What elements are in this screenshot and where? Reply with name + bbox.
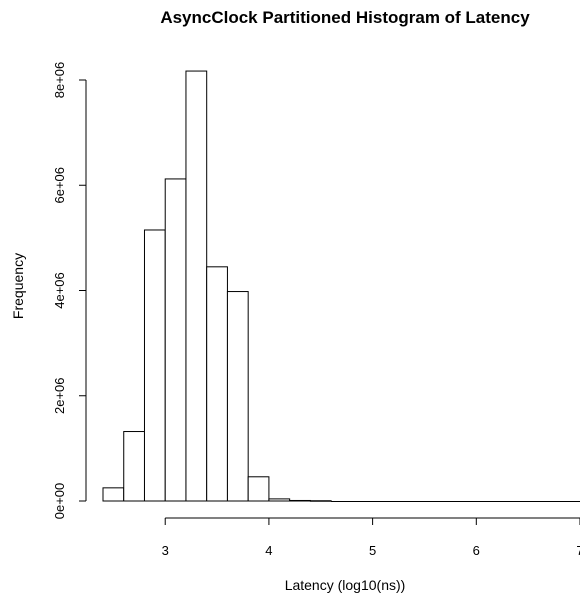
histogram-bar bbox=[268, 498, 291, 502]
chart-title: AsyncClock Partitioned Histogram of Late… bbox=[160, 8, 530, 27]
histogram-bar bbox=[289, 499, 311, 502]
bars-group bbox=[102, 70, 580, 502]
y-tick-label: 8e+06 bbox=[52, 62, 67, 99]
histogram-bar bbox=[164, 178, 187, 502]
y-tick-label: 6e+06 bbox=[52, 167, 67, 204]
histogram-bar bbox=[309, 500, 332, 502]
histogram-bar bbox=[247, 476, 270, 502]
y-axis: 0e+00 2e+06 4e+06 6e+06 8e+06 bbox=[52, 62, 87, 520]
y-tick-label: 4e+06 bbox=[52, 272, 67, 309]
x-tick-label: 3 bbox=[162, 543, 169, 558]
y-tick-label: 0e+00 bbox=[52, 483, 67, 520]
x-tick-label: 5 bbox=[369, 543, 376, 558]
y-tick-label: 2e+06 bbox=[52, 377, 67, 414]
histogram-bar bbox=[143, 229, 166, 502]
x-tick-label: 7 bbox=[576, 543, 580, 558]
x-tick-label: 6 bbox=[473, 543, 480, 558]
histogram-bar bbox=[206, 266, 228, 502]
histogram-bar bbox=[102, 487, 125, 502]
x-tick-label: 4 bbox=[265, 543, 272, 558]
histogram-bar bbox=[123, 431, 145, 502]
x-axis: 3 4 5 6 7 bbox=[162, 517, 580, 558]
histogram-bar bbox=[185, 70, 208, 502]
x-axis-label: Latency (log10(ns)) bbox=[285, 577, 406, 593]
y-axis-label: Frequency bbox=[10, 253, 26, 319]
histogram-bar bbox=[226, 291, 249, 502]
